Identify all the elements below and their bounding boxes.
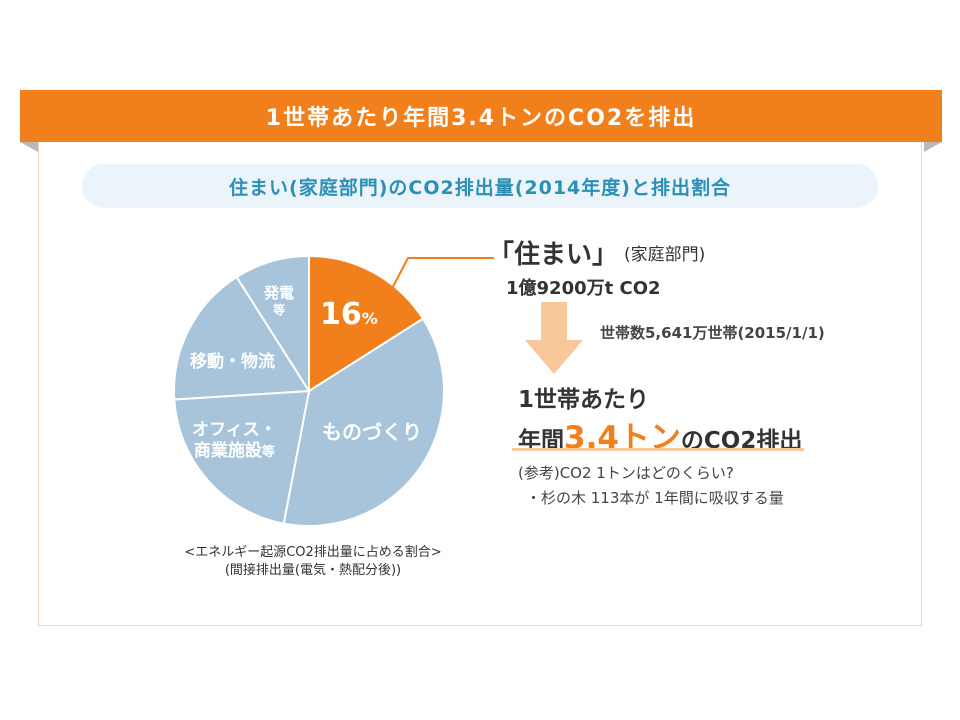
pie-label-residential-unit: % [361, 309, 378, 328]
pie-caption-line2: (間接排出量(電気・熱配分後)) [224, 563, 402, 579]
pie-label-office-line2: 商業施設 [193, 441, 262, 462]
pie-label-office: オフィス・ 商業施設等 [192, 420, 277, 463]
pie-label-residential-value: 16 [320, 297, 362, 332]
home-title: 「住まい」 [488, 240, 619, 270]
down-arrow-icon [525, 302, 583, 374]
home-subtitle: (家庭部門) [624, 245, 706, 265]
pie-label-manufacturing: ものづくり [322, 420, 422, 444]
title-banner: 1世帯あたり年間3.4トンのCO2を排出 [20, 90, 942, 142]
pie-caption: <エネルギー起源CO2排出量に占める割合> (間接排出量(電気・熱配分後)) [148, 544, 478, 580]
pie-slice-4 [235, 254, 310, 395]
subtitle-pill: 住まい(家庭部門)のCO2排出量(2014年度)と排出割合 [82, 164, 878, 208]
households-text: 世帯数5,641万世帯(2015/1/1) [600, 324, 825, 342]
pie-label-office-line1: オフィス・ [192, 420, 277, 440]
amount-text: 1億9200万t CO2 [506, 278, 661, 299]
pie-label-power-line2: 等 [273, 302, 286, 317]
banner-fold-right [924, 142, 942, 152]
pie-slice-3 [173, 275, 311, 401]
reference-line1: (参考)CO2 1トンはどのくらい? [518, 464, 734, 482]
result-line1: 1世帯あたり [518, 387, 650, 413]
pie-slice-2 [173, 389, 311, 525]
result-underline [512, 448, 804, 451]
pie-chart [173, 254, 445, 527]
pie-caption-line1: <エネルギー起源CO2排出量に占める割合> [184, 545, 442, 560]
reference-line2: ・杉の木 113本が 1年間に吸収する量 [526, 489, 784, 507]
banner-title: 1世帯あたり年間3.4トンのCO2を排出 [265, 106, 697, 131]
pie-label-power: 発電 等 [264, 284, 294, 318]
pie-label-office-suffix: 等 [261, 445, 275, 461]
banner-fold-left [20, 142, 38, 152]
pie-label-power-line1: 発電 [264, 284, 295, 302]
pie-label-residential: 16% [320, 296, 378, 334]
pie-label-transport: 移動・物流 [190, 352, 275, 372]
subtitle-text: 住まい(家庭部門)のCO2排出量(2014年度)と排出割合 [229, 176, 731, 199]
pie-label-office-line2-wrap: 商業施設等 [192, 441, 277, 462]
pie-slice-1 [282, 317, 445, 527]
